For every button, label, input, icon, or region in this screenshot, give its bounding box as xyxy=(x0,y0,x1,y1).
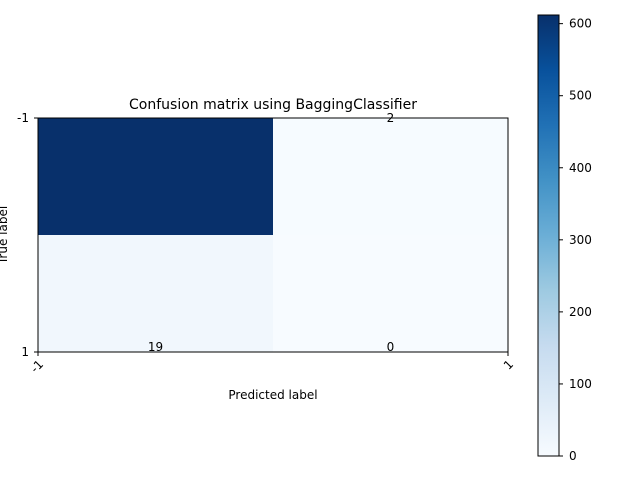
matrix-cell-r1-c0 xyxy=(38,235,273,352)
colorbar-tick-label: 300 xyxy=(569,233,592,247)
y-axis-ticks: -1 1 xyxy=(17,111,38,359)
colorbar xyxy=(537,14,560,457)
plot-frame xyxy=(37,117,509,353)
y-tick-label: -1 xyxy=(17,111,29,125)
chart-title: Confusion matrix using BaggingClassifier xyxy=(129,97,417,113)
matrix-cell-r1-c1 xyxy=(273,235,508,352)
x-axis-label: Predicted label xyxy=(228,388,317,402)
colorbar-tick-label: 200 xyxy=(569,305,592,319)
cell-value-label: 19 xyxy=(148,340,163,354)
matrix-cell-r0-c1 xyxy=(273,118,508,235)
colorbar-tick-label: 500 xyxy=(569,89,592,103)
x-axis-ticks: -1 1 xyxy=(28,352,516,376)
y-axis-label: True label xyxy=(0,206,10,265)
cell-value-label: 0 xyxy=(387,340,395,354)
colorbar-ticks: 0 100 200 300 400 500 600 xyxy=(559,17,592,463)
colorbar-tick-label: 0 xyxy=(569,449,577,463)
y-tick-label: 1 xyxy=(21,345,29,359)
x-tick-label: -1 xyxy=(28,357,46,375)
colorbar-tick-label: 600 xyxy=(569,17,592,31)
colorbar-tick-label: 400 xyxy=(569,161,592,175)
colorbar-tick-label: 100 xyxy=(569,377,592,391)
matrix-cell-r0-c0 xyxy=(38,118,273,235)
matrix-cells xyxy=(38,118,508,352)
x-tick-label: 1 xyxy=(501,357,516,372)
